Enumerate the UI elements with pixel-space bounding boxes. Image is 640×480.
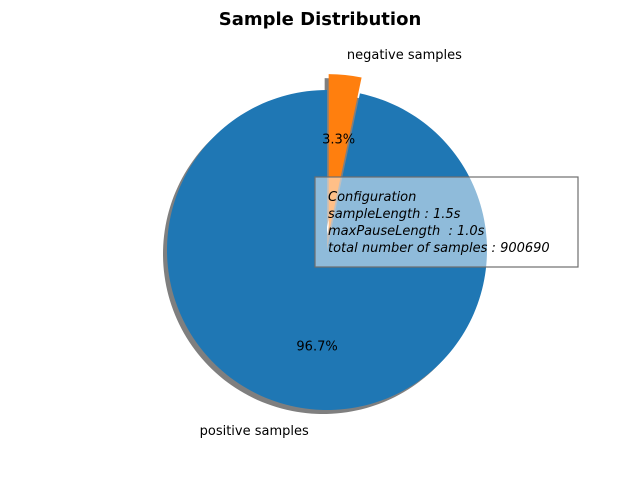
pie-category-label: negative samples bbox=[347, 48, 462, 63]
annotation-box-frame bbox=[314, 176, 579, 268]
chart-title: Sample Distribution bbox=[219, 9, 422, 30]
annotation-line: Configuration bbox=[328, 190, 416, 205]
annotation-line: sampleLength : 1.5s bbox=[328, 207, 461, 222]
pie-labels: 96.7% positive samples 3.3% negative sample… bbox=[200, 48, 463, 439]
annotation-line: total number of samples : 900690 bbox=[328, 241, 550, 256]
pie-percent-label: 3.3% bbox=[322, 133, 355, 148]
annotation-line: maxPauseLength : 1.0s bbox=[328, 224, 485, 239]
pie-percent-label: 96.7% bbox=[296, 339, 337, 354]
pie-category-label: positive samples bbox=[200, 424, 309, 439]
annotation-box: Configuration sampleLength : 1.5s maxPau… bbox=[314, 176, 579, 268]
